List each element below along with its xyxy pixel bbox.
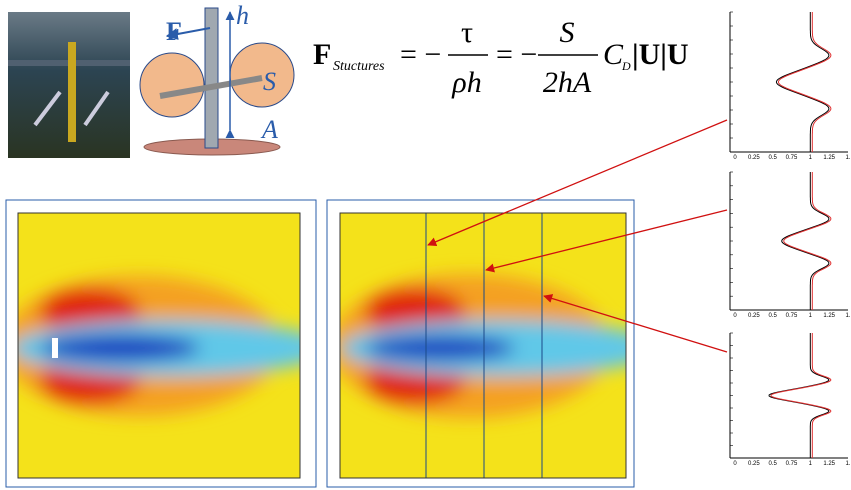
profile-curve	[778, 12, 831, 152]
x-tick-label: 0.25	[748, 155, 760, 161]
profile-curve	[769, 333, 829, 458]
eq-den: ρh	[451, 66, 481, 99]
x-tick-label: 1.25	[823, 155, 835, 161]
area-a-label: A	[260, 115, 278, 144]
x-tick-label: 1.	[845, 461, 850, 467]
x-tick-label: 1	[809, 155, 813, 161]
eq-tail: |U|U	[632, 38, 689, 71]
contour-plot	[330, 213, 660, 478]
x-tick-label: 0.75	[786, 313, 798, 319]
eq-coef: C	[603, 38, 624, 71]
profile-curve	[771, 333, 831, 458]
x-tick-label: 0	[733, 461, 737, 467]
height-label: h	[236, 1, 249, 30]
profile-curve	[776, 12, 829, 152]
area-s-label: S	[263, 67, 276, 96]
x-tick-label: 0.75	[786, 155, 798, 161]
force-label: F	[166, 17, 182, 46]
x-tick-label: 0	[733, 155, 737, 161]
x-tick-label: 0.75	[786, 461, 798, 467]
x-tick-label: 0.5	[768, 155, 777, 161]
x-tick-label: 1.	[845, 313, 850, 319]
x-tick-label: 1.25	[823, 461, 835, 467]
slide: F h S A F Stuctures = − τ ρh = − S 2hA C…	[0, 0, 851, 490]
eq-num: τ	[461, 16, 473, 49]
x-tick-label: 1.25	[823, 313, 835, 319]
x-tick-label: 0.25	[748, 313, 760, 319]
profile-curve	[784, 172, 831, 310]
eq-num: S	[560, 16, 575, 49]
x-tick-label: 1	[809, 461, 813, 467]
x-tick-label: 0.5	[768, 461, 777, 467]
eq-op: = −	[496, 38, 537, 71]
photo-pole	[68, 42, 76, 142]
eq-lhs-sub: Stuctures	[333, 59, 385, 74]
x-tick-label: 1	[809, 313, 813, 319]
rotor-disk	[140, 53, 204, 117]
x-tick-label: 1.	[845, 155, 850, 161]
eq-den: 2hA	[543, 66, 592, 99]
profile-curve	[782, 172, 829, 310]
x-tick-label: 0	[733, 313, 737, 319]
eq-lhs: F	[313, 38, 331, 71]
x-tick-label: 0.5	[768, 313, 777, 319]
eq-coef-sub: D	[621, 59, 631, 73]
rotor-disk	[230, 43, 294, 107]
contour-plot	[0, 213, 330, 478]
x-tick-label: 0.25	[748, 461, 760, 467]
profile-panels: 0 0.25 0.5 0.75 1 1.25 1. 0 0.25 0.5 0.75 1 1.25 1. 0 0…	[730, 12, 851, 467]
equation: F Stuctures = − τ ρh = − S 2hA C D |U|U	[313, 16, 689, 99]
eq-op: = −	[400, 38, 441, 71]
